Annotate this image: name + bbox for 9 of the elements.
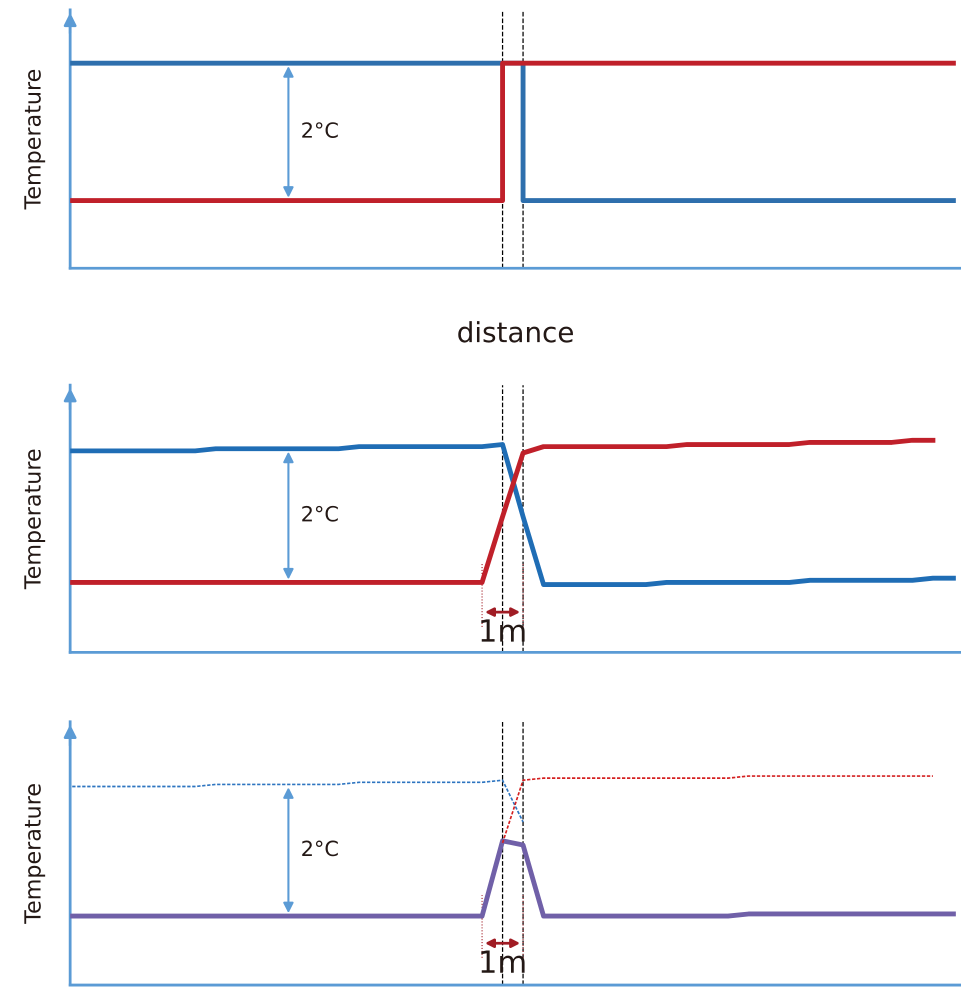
annotation: 1m [481, 950, 525, 973]
annotation: 1m [481, 619, 525, 642]
x-axis-title: distance [458, 321, 573, 343]
y-axis-title: Temperature [24, 784, 46, 924]
y-axis-title: Temperature [24, 70, 46, 210]
annotation: 2°C [302, 506, 338, 522]
annotation: 2°C [302, 122, 338, 138]
annotation: 2°C [302, 840, 338, 856]
y-axis-title: Temperature [24, 450, 46, 590]
